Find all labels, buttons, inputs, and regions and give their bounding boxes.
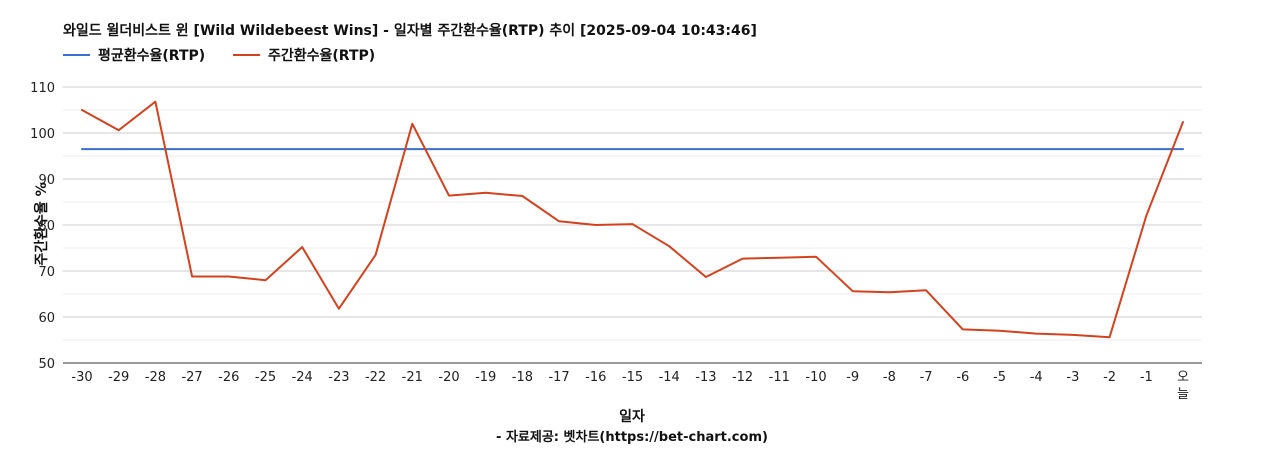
x-tick-label: -3	[1066, 370, 1079, 385]
x-tick-label: -27	[181, 370, 202, 385]
x-tick-label: -4	[1030, 370, 1043, 385]
y-axis-ticks: 50 60 70 80 90 100 110	[30, 81, 55, 372]
x-tick-label: -25	[255, 370, 276, 385]
y-tick-label: 90	[38, 173, 55, 188]
x-tick-label: -15	[622, 370, 643, 385]
legend-label: 주간환수율(RTP)	[268, 47, 375, 64]
y-tick-label: 110	[30, 81, 55, 96]
y-tick-label: 70	[38, 265, 55, 280]
x-tick-label: -26	[218, 370, 239, 385]
series-line-weekly-rtp	[81, 100, 1184, 339]
series-lines	[81, 100, 1184, 339]
x-tick-label: -28	[145, 370, 166, 385]
x-tick-label: -19	[475, 370, 496, 385]
x-tick-label: -11	[769, 370, 790, 385]
x-tick-label: -14	[659, 370, 680, 385]
y-axis-label: 주간환수율 %	[33, 182, 50, 265]
legend: 평균환수율(RTP) 주간환수율(RTP)	[63, 47, 375, 64]
x-tick-label: -6	[956, 370, 969, 385]
x-tick-label: -13	[695, 370, 716, 385]
x-tick-label: -2	[1103, 370, 1116, 385]
y-tick-label: 80	[38, 219, 55, 234]
x-tick-label: -21	[402, 370, 423, 385]
x-tick-label: -20	[438, 370, 459, 385]
x-tick-label: -8	[883, 370, 896, 385]
x-tick-label: -24	[292, 370, 313, 385]
x-tick-label: -9	[846, 370, 859, 385]
x-tick-label: -23	[328, 370, 349, 385]
y-tick-label: 50	[38, 357, 55, 372]
x-tick-label: -22	[365, 370, 386, 385]
x-tick-label: -1	[1140, 370, 1153, 385]
legend-label: 평균환수율(RTP)	[98, 47, 205, 64]
x-tick-label: -16	[585, 370, 606, 385]
x-tick-label: -30	[71, 370, 92, 385]
source-credit: - 자료제공: 벳차트(https://bet-chart.com)	[496, 429, 768, 445]
x-tick-label: -5	[993, 370, 1006, 385]
chart-title: 와일드 윌더비스트 윈 [Wild Wildebeest Wins] - 일자별…	[63, 22, 757, 39]
x-tick-label: -10	[805, 370, 826, 385]
x-tick-label: -7	[920, 370, 933, 385]
grid	[63, 86, 1202, 364]
x-tick-label: -17	[548, 370, 569, 385]
x-axis-label: 일자	[619, 409, 645, 425]
x-tick-label: -12	[732, 370, 753, 385]
y-tick-label: 60	[38, 311, 55, 326]
x-tick-label: -18	[512, 370, 533, 385]
x-tick-label: -29	[108, 370, 129, 385]
y-tick-label: 100	[30, 127, 55, 142]
x-axis-ticks: -30 -29 -28 -27 -26 -25 -24 -23 -22 -21 -20 -19 -18-…	[71, 370, 1189, 402]
